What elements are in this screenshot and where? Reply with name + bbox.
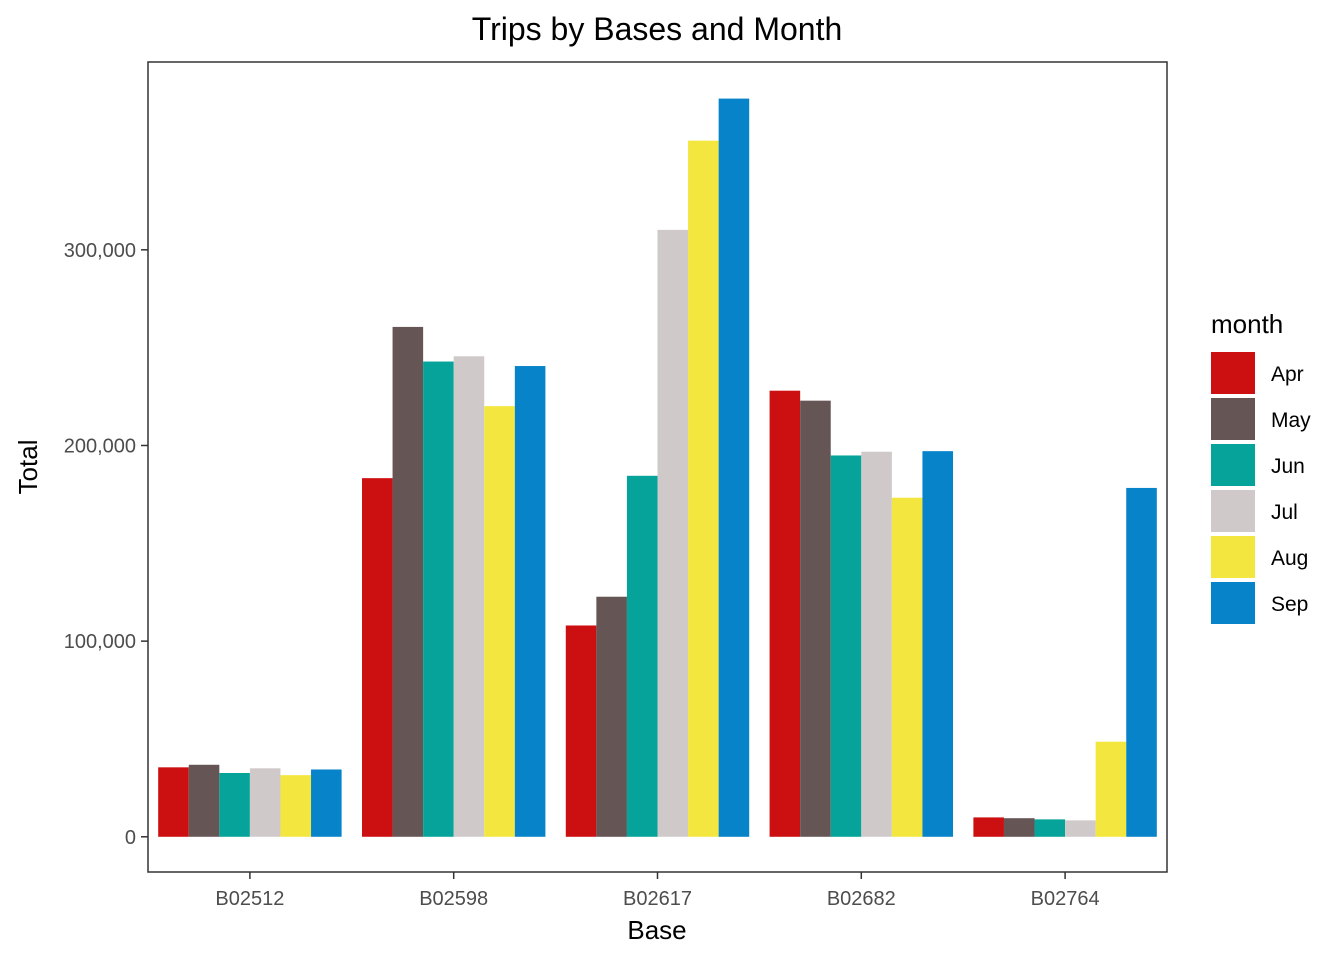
x-tick-label: B02617 bbox=[623, 888, 692, 910]
x-tick-label: B02598 bbox=[419, 888, 488, 910]
legend-key-sep bbox=[1211, 582, 1255, 624]
legend-label-jun: Jun bbox=[1271, 455, 1305, 478]
legend-label-jul: Jul bbox=[1271, 501, 1298, 524]
legend-key-aug bbox=[1211, 536, 1255, 578]
legend-key-apr bbox=[1211, 352, 1255, 394]
bar-B02512-apr bbox=[158, 767, 189, 837]
bar-B02617-may bbox=[596, 596, 627, 837]
bar-B02598-apr bbox=[361, 478, 393, 837]
bar-B02682-jun bbox=[830, 455, 862, 837]
legend-title: month bbox=[1211, 309, 1283, 339]
bar-B02764-aug bbox=[1095, 741, 1127, 837]
chart-title: Trips by Bases and Month bbox=[472, 11, 843, 47]
bar-B02598-aug bbox=[484, 406, 515, 837]
bar-B02512-jul bbox=[249, 768, 281, 837]
x-axis: B02512 B02598 B02617 B02682 B02764 bbox=[215, 872, 1100, 910]
bar-B02598-jul bbox=[453, 356, 485, 837]
x-tick-label: B02512 bbox=[215, 888, 284, 910]
y-tick-label: 100,000 bbox=[64, 631, 136, 653]
y-tick-label: 0 bbox=[125, 827, 136, 849]
bar-B02512-may bbox=[188, 764, 220, 837]
bar-B02512-aug bbox=[280, 775, 312, 837]
legend-label-aug: Aug bbox=[1271, 547, 1308, 570]
legend-label-apr: Apr bbox=[1271, 363, 1304, 386]
bar-B02682-aug bbox=[891, 497, 923, 837]
x-axis-title: Base bbox=[627, 915, 686, 945]
legend-key-jul bbox=[1211, 490, 1255, 532]
bar-B02764-sep bbox=[1126, 487, 1157, 837]
y-tick-label: 300,000 bbox=[64, 240, 136, 262]
bar-B02617-aug bbox=[688, 140, 719, 837]
legend: month Apr May Jun Jul Aug Sep bbox=[1211, 309, 1311, 624]
bar-B02598-may bbox=[392, 326, 424, 837]
bar-B02764-jul bbox=[1065, 820, 1096, 837]
x-tick-label: B02764 bbox=[1031, 888, 1100, 910]
bar-B02764-jun bbox=[1034, 819, 1066, 837]
y-tick-label: 200,000 bbox=[64, 435, 136, 457]
bar-B02682-may bbox=[800, 400, 831, 837]
bar-B02617-jun bbox=[626, 475, 658, 837]
bar-B02682-sep bbox=[922, 451, 954, 837]
legend-label-sep: Sep bbox=[1271, 593, 1308, 616]
bar-B02512-jun bbox=[219, 773, 250, 837]
bar-B02764-may bbox=[1003, 818, 1035, 837]
bar-group bbox=[158, 98, 1157, 837]
legend-key-jun bbox=[1211, 444, 1255, 486]
bar-B02682-jul bbox=[861, 451, 892, 837]
legend-key-may bbox=[1211, 398, 1255, 440]
bar-B02598-sep bbox=[514, 366, 546, 837]
bar-B02598-jun bbox=[423, 361, 454, 837]
bar-B02617-jul bbox=[657, 229, 689, 837]
bar-B02617-apr bbox=[565, 625, 597, 837]
bar-B02682-apr bbox=[769, 390, 801, 837]
bar-B02764-apr bbox=[973, 817, 1004, 837]
x-tick-label: B02682 bbox=[827, 888, 896, 910]
y-axis: 0 100,000 200,000 300,000 bbox=[64, 240, 148, 849]
bar-B02512-sep bbox=[311, 769, 342, 837]
legend-label-may: May bbox=[1271, 409, 1311, 432]
y-axis-title: Total bbox=[13, 440, 43, 495]
bar-B02617-sep bbox=[718, 98, 750, 837]
